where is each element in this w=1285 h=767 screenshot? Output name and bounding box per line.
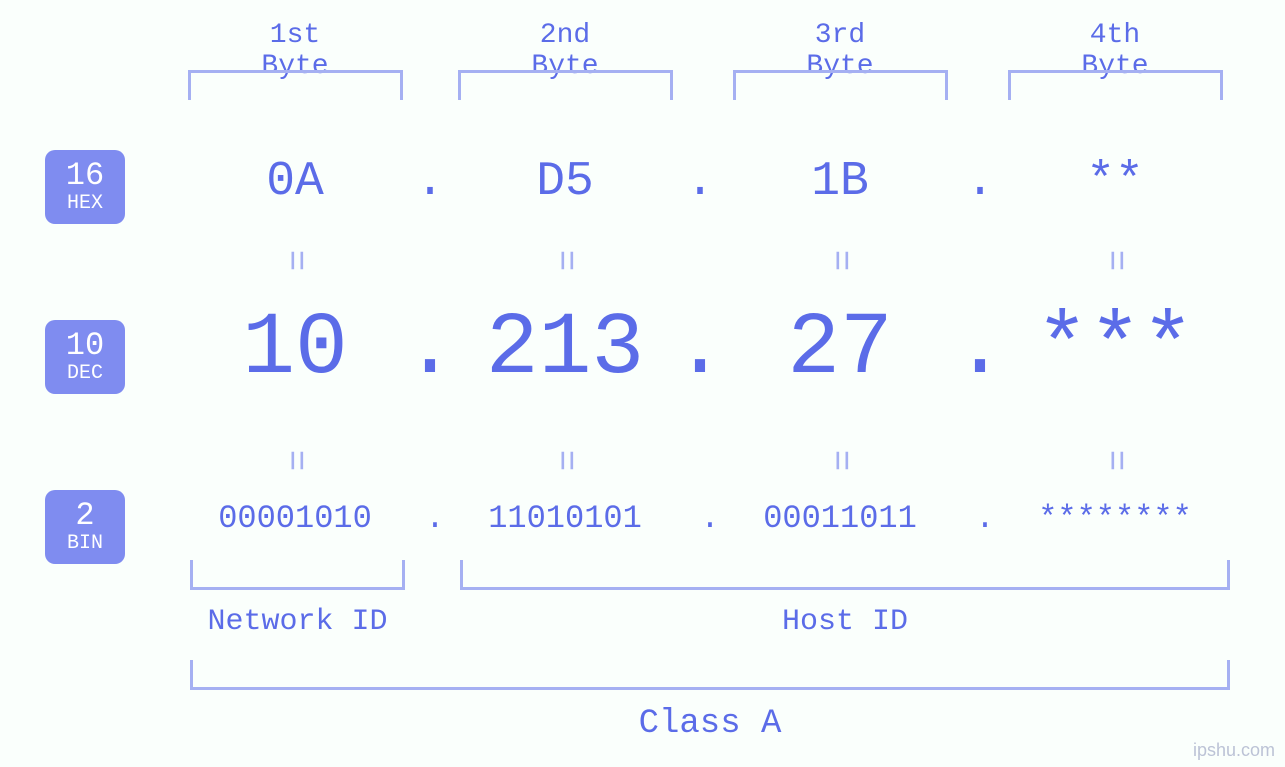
ip-bytes-diagram: 1st Byte 2nd Byte 3rd Byte 4th Byte 16 H…: [0, 0, 1285, 767]
eq-1-1: =: [275, 241, 316, 281]
class-bracket: [190, 660, 1230, 690]
eq-1-3: =: [820, 241, 861, 281]
hex-dot-1: .: [410, 155, 450, 209]
network-label: Network ID: [190, 605, 405, 639]
bin-badge-num: 2: [45, 500, 125, 532]
hex-byte-3: 1B: [760, 155, 920, 209]
top-bracket-2: [458, 70, 673, 100]
bin-badge-name: BIN: [45, 532, 125, 556]
class-label: Class A: [190, 705, 1230, 743]
hex-byte-4: **: [1035, 155, 1195, 209]
dec-dot-1: .: [400, 300, 460, 399]
top-bracket-3: [733, 70, 948, 100]
host-label: Host ID: [460, 605, 1230, 639]
dec-badge-name: DEC: [45, 362, 125, 386]
bin-byte-3: 00011011: [715, 500, 965, 537]
eq-1-4: =: [1095, 241, 1136, 281]
dec-dot-2: .: [670, 300, 730, 399]
watermark: ipshu.com: [1193, 740, 1275, 761]
hex-byte-1: 0A: [215, 155, 375, 209]
hex-badge-num: 16: [45, 160, 125, 192]
hex-dot-2: .: [680, 155, 720, 209]
eq-2-3: =: [820, 441, 861, 481]
hex-badge-name: HEX: [45, 192, 125, 216]
host-bracket: [460, 560, 1230, 590]
hex-badge: 16 HEX: [45, 150, 125, 224]
dec-byte-2: 213: [465, 300, 665, 399]
dec-byte-4: ***: [1015, 300, 1215, 399]
bin-byte-1: 00001010: [170, 500, 420, 537]
network-bracket: [190, 560, 405, 590]
top-bracket-1: [188, 70, 403, 100]
bin-badge: 2 BIN: [45, 490, 125, 564]
eq-2-1: =: [275, 441, 316, 481]
eq-2-2: =: [545, 441, 586, 481]
dec-badge: 10 DEC: [45, 320, 125, 394]
dec-dot-3: .: [950, 300, 1010, 399]
dec-badge-num: 10: [45, 330, 125, 362]
dec-byte-1: 10: [195, 300, 395, 399]
eq-2-4: =: [1095, 441, 1136, 481]
hex-dot-3: .: [960, 155, 1000, 209]
top-bracket-4: [1008, 70, 1223, 100]
bin-byte-4: ********: [990, 500, 1240, 537]
eq-1-2: =: [545, 241, 586, 281]
dec-byte-3: 27: [740, 300, 940, 399]
bin-byte-2: 11010101: [440, 500, 690, 537]
hex-byte-2: D5: [485, 155, 645, 209]
